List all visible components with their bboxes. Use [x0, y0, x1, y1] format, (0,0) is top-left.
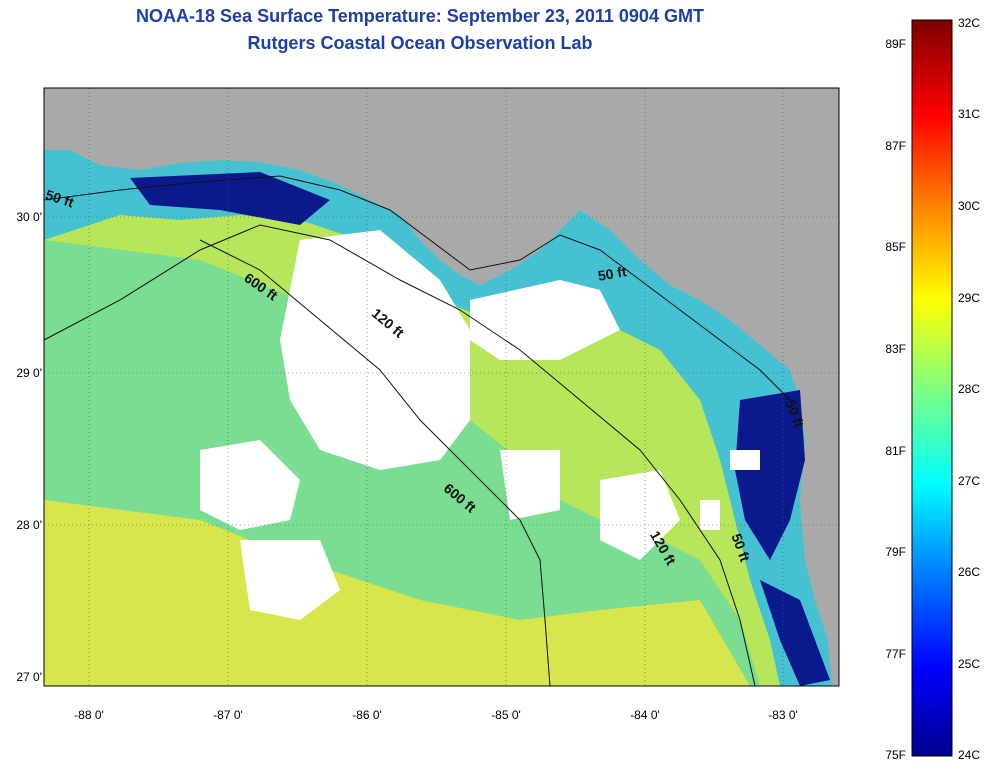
chart-title: NOAA-18 Sea Surface Temperature: Septemb… [136, 6, 704, 26]
colorbar-label-c: 31C [958, 107, 981, 121]
x-tick-label: -88 0' [74, 708, 104, 722]
warm-area [44, 500, 750, 686]
colorbar-label-c: 29C [958, 291, 981, 305]
colorbar-label-f: 81F [885, 444, 906, 458]
colorbar-label-c: 30C [958, 199, 981, 213]
cloud-2 [470, 280, 620, 360]
coastal-cool-band [44, 150, 832, 686]
colorbar-label-f: 87F [885, 139, 906, 153]
colorbar-label-f: 77F [885, 647, 906, 661]
x-tick-label: -83 0' [768, 708, 798, 722]
grid-lines [44, 88, 839, 686]
y-tick-label: 30 0' [16, 210, 42, 224]
colorbar-label-f: 75F [885, 748, 906, 762]
cold-patch-3 [760, 580, 830, 686]
y-tick-label: 29 0' [16, 366, 42, 380]
cloud-5 [500, 450, 560, 520]
colorbar-label-c: 25C [958, 657, 981, 671]
contour-line-120ft [44, 224, 756, 686]
cloud-1 [280, 230, 470, 470]
cloud-7 [730, 450, 760, 470]
colorbar-label-c: 26C [958, 565, 981, 579]
x-tick-label: -84 0' [630, 708, 660, 722]
colorbar-label-c: 28C [958, 382, 981, 396]
map-frame [43, 87, 840, 687]
colorbar-label-c: 24C [958, 748, 981, 762]
cold-patch-2 [130, 172, 330, 225]
x-tick-label: -86 0' [352, 708, 382, 722]
colorbar-label-c: 32C [958, 16, 981, 30]
land-mass [44, 88, 839, 686]
colorbar-label-f: 83F [885, 342, 906, 356]
colorbar-gradient [911, 19, 953, 757]
cloud-4 [240, 540, 340, 620]
cloud-3 [200, 440, 300, 530]
chart-subtitle: Rutgers Coastal Ocean Observation Lab [247, 33, 593, 53]
x-tick-label: -87 0' [213, 708, 243, 722]
colorbar-label-f: 79F [885, 545, 906, 559]
y-tick-label: 28 0' [16, 518, 42, 532]
x-tick-label: -85 0' [491, 708, 521, 722]
colorbar-label-c: 27C [958, 474, 981, 488]
colorbar-label-f: 85F [885, 240, 906, 254]
map-area [44, 88, 839, 686]
contour-line-600ft [199, 239, 551, 686]
cloud-6 [600, 470, 680, 560]
contour-line-50ft [44, 175, 791, 401]
cloud-8 [700, 500, 720, 530]
cold-patch-1 [735, 390, 805, 560]
y-tick-label: 27 0' [16, 670, 42, 684]
colorbar-label-f: 89F [885, 37, 906, 51]
